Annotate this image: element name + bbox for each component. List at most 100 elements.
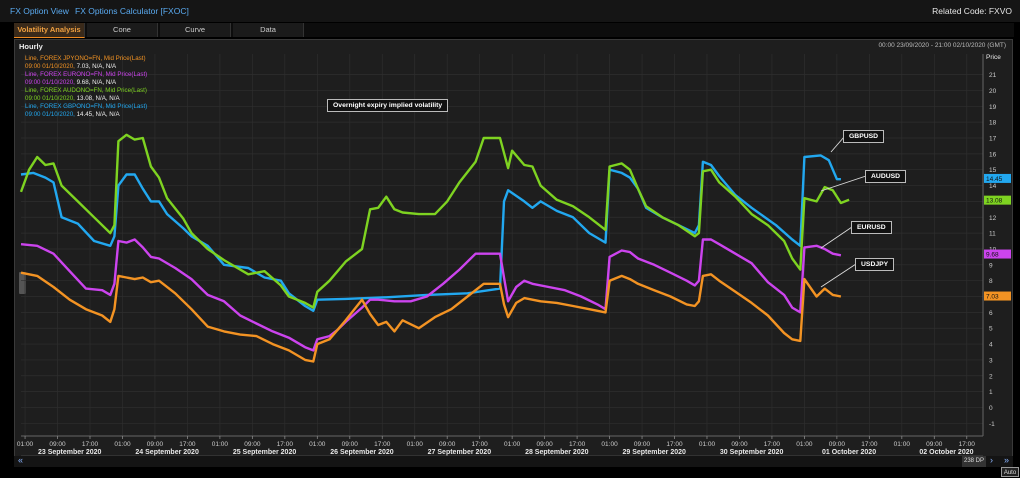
- value-tag-label: 14.45: [986, 176, 1003, 183]
- legend-jpy-values: 09:00 01/10/2020, 7.03, N/A, N/A: [25, 63, 117, 70]
- x-tick-label: 01:00: [212, 441, 229, 448]
- x-tick-label: 09:00: [731, 441, 748, 448]
- side-panel-handle[interactable]: [19, 272, 26, 294]
- y-tick-label: 18: [989, 120, 997, 127]
- y-tick-label: 21: [989, 72, 997, 79]
- y-tick-label: 14: [989, 183, 997, 190]
- x-tick-label: 17:00: [277, 441, 294, 448]
- series-line-audusd: [19, 133, 850, 309]
- x-tick-label: 01:00: [796, 441, 813, 448]
- scroll-right-icon[interactable]: ›: [990, 455, 993, 465]
- x-tick-label: 09:00: [634, 441, 651, 448]
- related-code: Related Code: FXVO: [932, 6, 1012, 16]
- x-tick-label: 09:00: [244, 441, 261, 448]
- fx-options-calculator-link[interactable]: FX Options Calculator [FXOC]: [75, 6, 189, 16]
- x-tick-label: 17:00: [861, 441, 878, 448]
- x-tick-label: 01:00: [504, 441, 521, 448]
- x-tick-label: 17:00: [82, 441, 99, 448]
- date-label: 30 September 2020: [720, 449, 784, 456]
- x-tick-label: 17:00: [472, 441, 489, 448]
- chart-panel: Hourly 00:00 23/09/2020 - 21:00 02/10/20…: [14, 39, 1019, 477]
- chart-title-box: Overnight expiry implied volatility: [327, 99, 449, 112]
- y-tick-label: 20: [989, 88, 997, 95]
- legend-aud-title: Line, FOREX AUDONO=FN, Mid Price(Last): [25, 87, 147, 94]
- value-tag-eurusd: [984, 249, 1011, 259]
- panel-title: Hourly: [19, 42, 43, 51]
- tab-volatility-analysis[interactable]: Volatility Analysis: [14, 23, 85, 38]
- annotation-connector: [820, 175, 867, 192]
- eurusd-label: EURUSD: [851, 221, 892, 234]
- x-tick-label: 17:00: [959, 441, 976, 448]
- x-tick-label: 09:00: [926, 441, 943, 448]
- legend-eur-value: 9.68: [77, 79, 90, 86]
- x-tick-label: 17:00: [764, 441, 781, 448]
- legend-jpy-value: 7.03: [77, 63, 90, 70]
- legend-jpy-title: Line, FOREX JPYONO=FN, Mid Price(Last): [25, 55, 146, 62]
- annotation-connector: [820, 263, 857, 288]
- volatility-chart[interactable]: -10123456789101112131415161718192021 Pri…: [15, 40, 1014, 468]
- x-tick-label: 09:00: [439, 441, 456, 448]
- tab-bar: Volatility Analysis Cone Curve Data: [14, 23, 1014, 38]
- legend-jpy-suffix: , N/A, N/A: [89, 63, 117, 70]
- legend-aud-value: 13.08: [77, 95, 93, 102]
- y-tick-label: 19: [989, 104, 997, 111]
- legend-eur-suffix: , N/A, N/A: [89, 79, 117, 86]
- legend-gbp-value: 14.45: [77, 111, 93, 118]
- value-tag-label: 13.08: [986, 198, 1003, 205]
- legend-aud-values: 09:00 01/10/2020, 13.08, N/A, N/A: [25, 95, 120, 102]
- x-tick-label: 01:00: [114, 441, 131, 448]
- x-tick-label: 01:00: [601, 441, 618, 448]
- series-lines: [19, 133, 850, 363]
- y-tick-label: 1: [989, 389, 993, 396]
- y-tick-label: 11: [989, 231, 996, 238]
- tab-curve[interactable]: Curve: [160, 23, 231, 37]
- x-tick-label: 09:00: [536, 441, 553, 448]
- x-tick-label: 01:00: [309, 441, 326, 448]
- date-label: 23 September 2020: [38, 449, 102, 456]
- x-tick-label: 09:00: [147, 441, 164, 448]
- y-tick-label: 3: [989, 357, 993, 364]
- legend-gbp-time: 09:00 01/10/2020,: [25, 111, 77, 118]
- value-tag-audusd: [984, 195, 1011, 205]
- legend-aud-suffix: , N/A, N/A: [92, 95, 120, 102]
- series-line-usdjpy: [20, 271, 842, 363]
- usdjpy-label: USDJPY: [855, 258, 895, 271]
- x-tick-label: 09:00: [49, 441, 66, 448]
- x-tick-label: 17:00: [569, 441, 586, 448]
- date-label: 01 October 2020: [822, 449, 876, 456]
- y-tick-label: 15: [989, 167, 997, 174]
- auto-scale-button[interactable]: Auto: [1001, 467, 1019, 477]
- legend-eur-values: 09:00 01/10/2020, 9.68, N/A, N/A: [25, 79, 117, 86]
- annotation-connector: [830, 136, 845, 153]
- x-tick-label: 01:00: [699, 441, 716, 448]
- last-value-tags: 14.45 13.08 9.68 7.03: [984, 173, 1011, 301]
- scroll-left-icon[interactable]: «: [18, 455, 24, 465]
- legend-aud-time: 09:00 01/10/2020,: [25, 95, 77, 102]
- y-tick-label: 4: [989, 342, 993, 349]
- legend: Line, FOREX JPYONO=FN, Mid Price(Last) 0…: [25, 55, 147, 118]
- y-tick-label: 0: [989, 405, 993, 412]
- legend-gbp-title: Line, FOREX GBPONO=FN, Mid Price(Last): [25, 103, 147, 110]
- y-tick-label: 2: [989, 373, 993, 380]
- tab-cone[interactable]: Cone: [87, 23, 158, 37]
- value-tag-label: 9.68: [986, 252, 999, 259]
- zoom-level: 238 DP: [962, 456, 987, 467]
- y-tick-label: 6: [989, 310, 993, 317]
- date-label: 02 October 2020: [919, 449, 973, 456]
- value-tag-usdjpy: [984, 291, 1011, 301]
- time-range: 00:00 23/09/2020 - 21:00 02/10/2020 (GMT…: [878, 42, 1006, 49]
- legend-gbp-values: 09:00 01/10/2020, 14.45, N/A, N/A: [25, 111, 120, 118]
- x-axis-time-ticks: 01:00 09:00 17:00 01:00 09:00 17:00 01:00 09:00…: [17, 436, 975, 448]
- scroll-end-icon[interactable]: »: [1004, 455, 1010, 465]
- series-line-eurusd: [20, 238, 842, 352]
- y-tick-label: -1: [989, 421, 995, 428]
- legend-eur-time: 09:00 01/10/2020,: [25, 79, 77, 86]
- x-tick-label: 17:00: [666, 441, 683, 448]
- time-scrollbar[interactable]: [14, 456, 1013, 467]
- x-tick-label: 01:00: [407, 441, 424, 448]
- tab-data[interactable]: Data: [233, 23, 304, 37]
- annotation-connector: [820, 226, 853, 249]
- fx-option-view-link[interactable]: FX Option View: [10, 6, 69, 16]
- y-tick-label: 12: [989, 215, 997, 222]
- x-axis-date-labels: 23 September 2020 24 September 2020 25 Sep…: [38, 449, 974, 456]
